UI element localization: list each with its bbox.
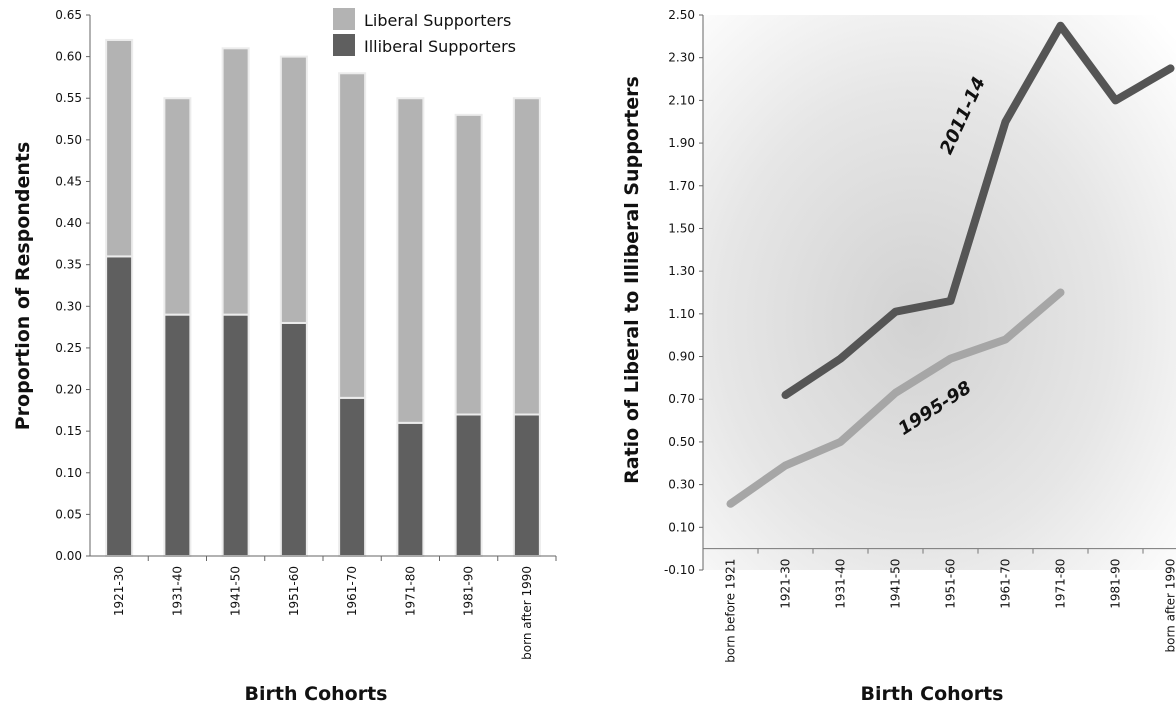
right-x-ticks: born before 1921 1921-30 1931-40 1941-50 195…: [724, 549, 1176, 663]
left-y-tick-label: 0.20: [55, 383, 82, 397]
left-y-tick-label: 0.05: [55, 507, 82, 521]
plot-background: [703, 15, 1176, 570]
bar-liberal: [164, 98, 190, 314]
left-y-tick-label: 0.40: [55, 216, 82, 230]
right-y-tick-label: 0.90: [668, 350, 695, 364]
left-y-tick-label: 0.55: [55, 91, 82, 105]
right-y-tick-label: 0.70: [668, 392, 695, 406]
bar-liberal: [106, 40, 132, 256]
left-y-tick-label: 0.60: [55, 50, 82, 64]
right-x-tick-label: 1931-40: [834, 559, 848, 609]
left-y-ticks: 0.00 0.05 0.10 0.15 0.20 0.25 0.30 0.35 0.40 0.45…: [55, 8, 90, 563]
left-y-tick-label: 0.45: [55, 174, 82, 188]
left-y-tick-label: 0.15: [55, 424, 82, 438]
right-y-tick-label: 1.10: [668, 307, 695, 321]
left-x-tick-label: 1961-70: [345, 566, 359, 616]
bar-illiberal: [456, 415, 482, 556]
left-x-tick-label: 1981-90: [462, 566, 476, 616]
left-x-axis-title: Birth Cohorts: [245, 683, 388, 705]
left-x-tick-label: born after 1990: [520, 566, 534, 660]
right-y-ticks: -0.10 0.10 0.30 0.50 0.70 0.90 1.10 1.30 1.50 1.7…: [664, 8, 703, 577]
legend-swatch-liberal: [333, 8, 355, 30]
right-x-tick-label: born before 1921: [724, 559, 738, 663]
left-y-tick-label: 0.50: [55, 133, 82, 147]
legend-swatch-illiberal: [333, 34, 355, 56]
bar-illiberal: [106, 256, 132, 556]
right-x-tick-label: 1941-50: [889, 559, 903, 609]
left-x-tick-label: 1941-50: [229, 566, 243, 616]
right-x-tick-label: born after 1990: [1164, 559, 1176, 653]
right-y-tick-label: 2.10: [668, 93, 695, 107]
right-x-tick-label: 1961-70: [999, 559, 1013, 609]
left-y-axis-title: Proportion of Respondents: [12, 142, 34, 431]
left-y-tick-label: 0.00: [55, 549, 82, 563]
left-bars: [106, 40, 540, 556]
bar-chart: 0.00 0.05 0.10 0.15 0.20 0.25 0.30 0.35 0.40 0.45…: [12, 8, 556, 705]
bar-liberal: [514, 98, 540, 414]
right-y-tick-label: 0.50: [668, 435, 695, 449]
line-chart: -0.10 0.10 0.30 0.50 0.70 0.90 1.10 1.30 1.50 1.7…: [621, 8, 1176, 705]
right-x-tick-label: 1921-30: [779, 559, 793, 609]
right-y-axis-title: Ratio of Liberal to Illiberal Supporters: [621, 76, 643, 484]
right-y-tick-label: 1.30: [668, 264, 695, 278]
right-y-tick-label: 1.70: [668, 179, 695, 193]
bar-illiberal: [223, 315, 249, 556]
bar-liberal: [397, 98, 423, 423]
left-x-ticks: 1921-30 1931-40 1941-50 1951-60 1961-70 1971-…: [112, 556, 556, 660]
left-x-tick-label: 1931-40: [170, 566, 184, 616]
bar-illiberal: [514, 415, 540, 556]
left-y-tick-label: 0.10: [55, 466, 82, 480]
bar-liberal: [456, 115, 482, 415]
left-y-tick-label: 0.35: [55, 258, 82, 272]
left-x-tick-label: 1971-80: [403, 566, 417, 616]
left-x-tick-label: 1921-30: [112, 566, 126, 616]
right-y-tick-label: 1.90: [668, 136, 695, 150]
bar-illiberal: [164, 315, 190, 556]
right-x-axis-title: Birth Cohorts: [861, 683, 1004, 705]
right-y-tick-label: 2.30: [668, 51, 695, 65]
left-x-tick-label: 1951-60: [287, 566, 301, 616]
left-y-tick-label: 0.30: [55, 299, 82, 313]
legend-label-illiberal: Illiberal Supporters: [364, 37, 516, 56]
bar-illiberal: [281, 323, 307, 556]
right-x-tick-label: 1971-80: [1054, 559, 1068, 609]
right-y-tick-label: 2.50: [668, 8, 695, 22]
bar-illiberal: [339, 398, 365, 556]
bar-illiberal: [397, 423, 423, 556]
right-y-tick-label: 1.50: [668, 221, 695, 235]
legend-label-liberal: Liberal Supporters: [364, 11, 511, 30]
right-x-tick-label: 1981-90: [1109, 559, 1123, 609]
right-y-tick-label: -0.10: [664, 563, 695, 577]
left-y-tick-label: 0.25: [55, 341, 82, 355]
right-y-tick-label: 0.10: [668, 520, 695, 534]
left-y-tick-label: 0.65: [55, 8, 82, 22]
right-y-tick-label: 0.30: [668, 478, 695, 492]
bar-liberal: [339, 73, 365, 398]
right-x-tick-label: 1951-60: [944, 559, 958, 609]
legend: Liberal Supporters Illiberal Supporters: [333, 8, 516, 56]
bar-liberal: [281, 57, 307, 323]
bar-liberal: [223, 48, 249, 314]
